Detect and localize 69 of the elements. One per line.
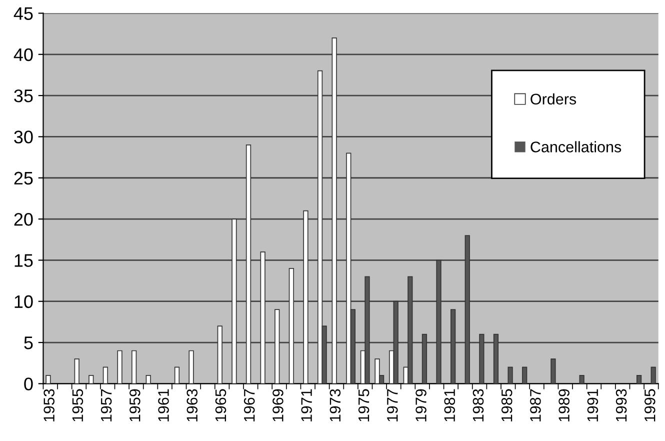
legend-label: Orders [530, 93, 576, 105]
bar [288, 268, 294, 384]
bar [260, 252, 266, 384]
x-tick-label: 1953 [44, 389, 54, 422]
y-tick-label: 5 [24, 336, 33, 350]
y-tick-label: 45 [14, 7, 33, 20]
bar [102, 366, 108, 384]
x-tick-label: 1987 [530, 389, 541, 422]
bar [450, 309, 456, 384]
y-tick-label: 30 [14, 130, 33, 144]
y-tick-label: 0 [24, 378, 33, 390]
x-tick-label: 1959 [129, 389, 140, 422]
bar [174, 366, 180, 384]
x-tick-label: 1989 [558, 389, 570, 422]
x-tick-label: 1971 [301, 389, 312, 422]
bar [479, 334, 484, 384]
y-tick-label: 20 [14, 212, 33, 226]
y-tick-label: 40 [14, 48, 33, 62]
bar [650, 366, 656, 384]
x-tick-label: 1967 [244, 389, 255, 422]
bar [436, 260, 442, 384]
bar [422, 334, 428, 384]
x-tick-label: 1975 [358, 389, 370, 422]
legend-label: Cancellations [530, 141, 622, 152]
x-tick-label: 1963 [186, 389, 198, 422]
bar [117, 350, 122, 384]
x-tick-label: 1995 [644, 389, 656, 422]
bar [408, 276, 413, 384]
x-tick-label: 1955 [72, 389, 84, 422]
bar [274, 309, 280, 384]
bar [636, 375, 642, 384]
bar [493, 334, 499, 384]
y-tick-label: 10 [14, 295, 33, 308]
x-tick-label: 1979 [416, 389, 426, 422]
x-tick-label: 1977 [386, 389, 398, 422]
bar [346, 152, 352, 384]
bar [508, 366, 513, 384]
bar [232, 218, 237, 384]
bar [46, 375, 51, 384]
x-tick-label: 1991 [587, 389, 598, 422]
x-tick-label: 1985 [501, 389, 512, 422]
x-tick-label: 1973 [330, 389, 341, 422]
bar [131, 350, 137, 384]
x-tick-label: 1961 [158, 389, 169, 422]
x-tick-label: 1957 [100, 389, 112, 422]
bar [88, 375, 94, 384]
bar [374, 358, 380, 384]
bar [522, 366, 528, 384]
bar [188, 350, 194, 384]
y-tick-label: 15 [14, 254, 33, 267]
x-tick-label: 1983 [472, 389, 484, 422]
bar [217, 326, 222, 384]
bar [464, 235, 470, 384]
bar [579, 375, 584, 384]
bar [364, 276, 370, 384]
y-tick-label: 35 [14, 89, 33, 102]
bar [393, 300, 398, 384]
bar [550, 358, 556, 384]
x-tick-label: 1969 [272, 389, 284, 422]
bar [332, 38, 337, 384]
bar [317, 70, 323, 384]
bar [246, 144, 252, 384]
y-tick-label: 25 [14, 172, 33, 185]
x-tick-label: 1981 [444, 389, 456, 422]
x-tick-label: 1965 [215, 389, 226, 422]
bar [74, 358, 80, 384]
bar [146, 375, 151, 384]
x-tick-label: 1993 [616, 389, 627, 422]
bar [303, 210, 308, 384]
